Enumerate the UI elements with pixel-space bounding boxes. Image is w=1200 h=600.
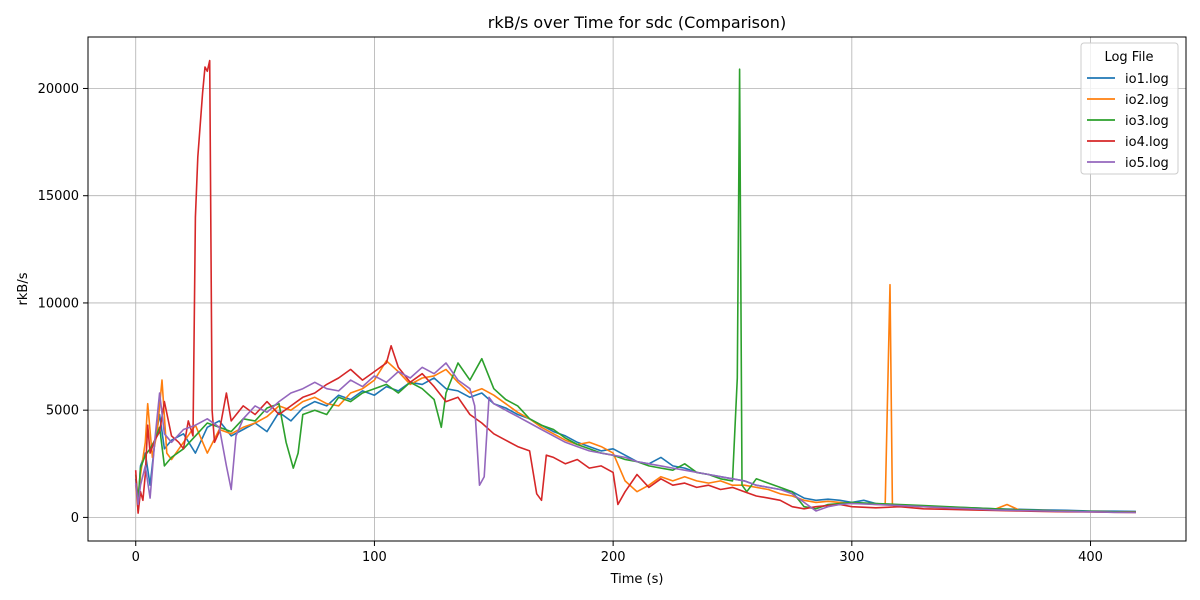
grid (88, 37, 1186, 541)
axis-ticks: 0 100 200 300 400 0 5000 10000 15000 20000 (38, 82, 1103, 565)
y-tick-label: 10000 (38, 296, 79, 311)
plot-frame (87, 36, 1187, 542)
y-tick-label: 20000 (38, 82, 79, 97)
series-line-2 (134, 283, 1136, 513)
legend-label: io2.log (1125, 93, 1169, 108)
x-tick-label: 200 (601, 550, 626, 565)
y-tick-label: 15000 (38, 189, 79, 204)
x-axis-label: Time (s) (610, 572, 664, 587)
legend-title: Log File (1104, 50, 1153, 65)
legend-label: io4.log (1125, 135, 1169, 150)
y-tick-label: 0 (71, 511, 79, 526)
series-line-3 (134, 68, 1136, 513)
chart-title: rkB/s over Time for sdc (Comparison) (488, 13, 786, 32)
legend-label: io1.log (1125, 72, 1169, 87)
series-lines (134, 59, 1136, 514)
x-tick-label: 300 (839, 550, 864, 565)
series-line-1 (134, 377, 1136, 513)
y-tick-label: 5000 (46, 404, 79, 419)
y-axis-label: rkB/s (16, 272, 31, 305)
x-tick-label: 0 (132, 550, 140, 565)
x-tick-label: 100 (362, 550, 387, 565)
x-tick-label: 400 (1078, 550, 1103, 565)
series-line-5 (134, 362, 1136, 514)
legend: Log File io1.log io2.log io3.log io4.log io5… (1080, 42, 1179, 175)
legend-label: io5.log (1125, 156, 1169, 171)
legend-items: io1.log io2.log io3.log io4.log io5.log (1087, 72, 1169, 171)
legend-label: io3.log (1125, 114, 1169, 129)
